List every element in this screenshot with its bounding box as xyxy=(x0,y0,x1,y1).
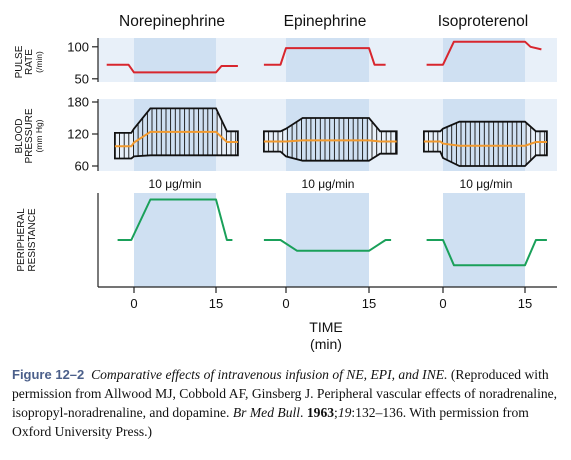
drug-title-isoproterenol: Isoproterenol xyxy=(438,13,528,30)
pulse-line-epinephrine xyxy=(263,47,386,66)
x-tick-label-epinephrine-end: 15 xyxy=(362,296,376,311)
axes: 100 50 180 120 60 0 15 0 15 0 15 xyxy=(67,38,557,311)
x-tick-label-norepinephrine-end: 15 xyxy=(209,296,223,311)
pulse-ytick-label-100: 100 xyxy=(67,39,89,54)
infusion-label-epinephrine: 10 μg/min xyxy=(302,177,355,191)
bp-mean-line-isoproterenol xyxy=(423,140,547,147)
caption-source-text: (Reproduced with permission from Allwood… xyxy=(12,367,558,420)
resistance-ylabel-line2: RESISTANCE xyxy=(27,208,38,271)
infusion-band-resistance-isoproterenol xyxy=(443,193,525,287)
x-axis-unit: (min) xyxy=(310,336,342,352)
infusion-band-pulse-norepinephrine xyxy=(134,38,216,82)
caption-pages: :132–136. With permission from Oxford Un… xyxy=(12,405,529,439)
resistance-ylabel-line1: PERIPHERAL xyxy=(16,208,27,272)
x-tick-label-isoproterenol-end: 15 xyxy=(518,296,532,311)
resistance-line-isoproterenol xyxy=(426,239,547,267)
infusion-band-resistance-norepinephrine xyxy=(134,193,216,287)
bp-mean-line-epinephrine xyxy=(263,139,397,143)
drug-title-epinephrine: Epinephrine xyxy=(284,13,367,30)
bp-ytick-label-120: 120 xyxy=(67,127,89,142)
caption-volume: 19 xyxy=(337,405,352,420)
resistance-line-epinephrine xyxy=(263,239,392,252)
x-tick-label-norepinephrine-start: 0 xyxy=(130,296,137,311)
pulse-ytick-label-50: 50 xyxy=(75,71,89,86)
pulse-ylabel-line2: RATE xyxy=(24,49,35,75)
pulse-line-isoproterenol xyxy=(426,40,542,66)
caption-figure-label: Figure 12–2 xyxy=(12,367,85,382)
infusion-label-isoproterenol: 10 μg/min xyxy=(460,177,513,191)
resistance-line-norepinephrine xyxy=(117,198,233,241)
caption-journal: Br Med Bull xyxy=(232,405,301,420)
bp-envelope-norepinephrine xyxy=(114,107,239,160)
infusion-band-bp-epinephrine xyxy=(286,99,369,171)
pulse-ylabel-line1: PULSE xyxy=(14,45,25,78)
figure-caption: Figure 12–2 Comparative effects of intra… xyxy=(12,367,558,439)
pulse-line-norepinephrine xyxy=(106,63,238,74)
infusion-label-norepinephrine: 10 μg/min xyxy=(149,177,202,191)
x-axis-title: TIME xyxy=(309,319,342,335)
bp-ylabel-line1: BLOOD xyxy=(14,118,25,153)
infusion-band-pulse-epinephrine xyxy=(286,38,369,82)
infusion-bands xyxy=(134,38,525,287)
bp-mean-line-norepinephrine xyxy=(114,130,238,148)
x-tick-label-epinephrine-start: 0 xyxy=(282,296,289,311)
pulse-ylabel-line3: (/min) xyxy=(34,51,44,73)
infusion-band-resistance-epinephrine xyxy=(286,193,369,287)
bp-ytick-label-60: 60 xyxy=(75,159,89,174)
bp-ylabel-line3: (mm Hg) xyxy=(34,119,44,152)
bp-ytick-label-180: 180 xyxy=(67,95,89,110)
bp-envelope-isoproterenol xyxy=(422,120,548,167)
caption-year: 1963 xyxy=(306,405,335,420)
bp-ylabel-line2: PRESSURE xyxy=(24,108,35,163)
caption-title: Comparative effects of intravenous infus… xyxy=(91,367,448,382)
chart-figure: 100 50 180 120 60 0 15 0 15 0 15 Norepinephrine Ep… xyxy=(14,13,557,352)
x-tick-label-isoproterenol-start: 0 xyxy=(439,296,446,311)
drug-title-norepinephrine: Norepinephrine xyxy=(119,13,225,30)
infusion-band-pulse-isoproterenol xyxy=(443,38,525,82)
data-series xyxy=(106,40,548,267)
